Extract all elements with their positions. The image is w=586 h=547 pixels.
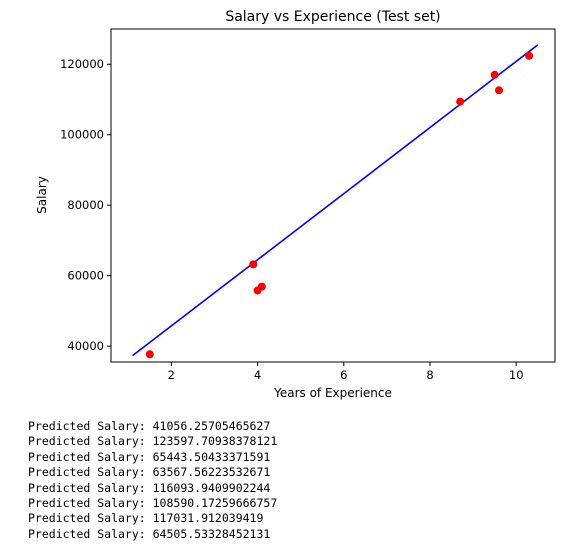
chart-figure: Salary vs Experience (Test set) 2 4 6 8 10 4… [35, 9, 556, 400]
y-axis-title: Salary [35, 176, 49, 214]
output-line: Predicted Salary: 108590.17259666757 [28, 496, 278, 511]
x-axis-title: Years of Experience [273, 386, 392, 400]
output-line: Predicted Salary: 41056.25705465627 [28, 419, 271, 433]
scatter-point [525, 51, 534, 60]
x-tick-label: 10 [509, 368, 524, 382]
chart-svg: Salary vs Experience (Test set) 2 4 6 8 10 4… [35, 9, 556, 400]
chart-title: Salary vs Experience (Test set) [225, 9, 440, 25]
scatter-point [257, 282, 266, 291]
output-line: Predicted Salary: 116093.9409902244 [28, 480, 271, 495]
y-tick-label: 40000 [67, 339, 104, 353]
x-tick-label: 6 [340, 368, 347, 382]
x-tick-label: 4 [254, 368, 261, 382]
scatter-point [249, 260, 258, 269]
scatter-point [490, 70, 499, 79]
plot-area [132, 44, 539, 359]
regression-line [132, 44, 539, 357]
plot-frame [110, 28, 556, 363]
scatter-point [494, 86, 503, 95]
y-tick-label: 60000 [67, 269, 104, 283]
output-line: Predicted Salary: 65443.50433371591 [28, 449, 271, 464]
output-line: Predicted Salary: 123597.70938378121 [28, 434, 278, 449]
output-line: Predicted Salary: 117031.912039419 [28, 511, 264, 526]
x-tick-label: 8 [426, 368, 433, 382]
y-axis: 40000 60000 80000 100000 120000 [60, 57, 111, 353]
y-tick-label: 120000 [60, 57, 104, 71]
output-line: Predicted Salary: 64505.53328452131 [28, 526, 271, 541]
scatter-point [145, 350, 154, 359]
y-tick-label: 100000 [60, 128, 104, 142]
scatter-point [456, 97, 465, 106]
x-axis: 2 4 6 8 10 [168, 362, 524, 382]
x-tick-label: 2 [168, 368, 175, 382]
output-line: Predicted Salary: 63567.56223532671 [28, 465, 271, 480]
y-tick-label: 80000 [67, 198, 104, 212]
console-output: Predicted Salary: 41056.25705465627 Predi… [28, 419, 277, 542]
